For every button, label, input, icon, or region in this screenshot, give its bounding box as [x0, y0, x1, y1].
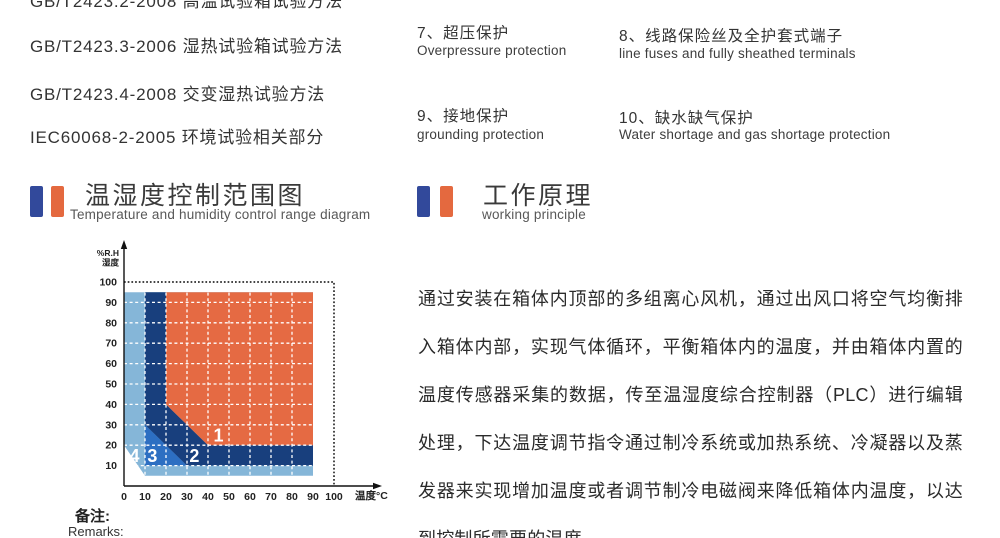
zone-number-label: 4: [129, 446, 139, 466]
chart-zone-3: [145, 424, 187, 466]
y-tick-label: 30: [105, 419, 117, 431]
zone-number-label: 3: [147, 446, 157, 466]
working-principle-line: 发器来实现增加温度或者调节制冷电磁阀来降低箱体内温度，以达: [418, 481, 963, 501]
section-header-range-diagram: 温湿度控制范围图 Temperature and humidity contro…: [28, 178, 428, 226]
x-tick-label: 50: [223, 491, 235, 503]
remarks-label-zh: 备注:: [75, 508, 110, 525]
y-tick-label: 50: [105, 379, 117, 391]
x-axis-label: 温度°C: [355, 489, 388, 502]
y-tick-label: 90: [105, 297, 117, 309]
zone-number-label: 2: [189, 446, 199, 466]
y-axis-label: 湿度: [102, 258, 120, 268]
x-tick-label: 20: [160, 491, 172, 503]
chart-gridlines: [124, 292, 313, 476]
x-tick-label: 0: [121, 491, 127, 503]
remarks-label-en: Remarks:: [68, 524, 124, 538]
section-title: 工作原理: [483, 182, 594, 210]
working-principle-line: 入箱体内部，实现气体循环，平衡箱体内的温度，并由箱体内置的: [418, 337, 963, 357]
protection-10-title: 10、缺水缺气保护: [619, 110, 754, 127]
y-tick-label: 80: [105, 317, 117, 329]
section-subtitle: Temperature and humidity control range d…: [70, 207, 371, 222]
blue-bar-icon: [30, 186, 43, 217]
x-tick-label: 80: [286, 491, 298, 503]
standard-item: IEC60068-2-2005 环境试验相关部分: [30, 128, 325, 147]
x-tick-label: 100: [325, 491, 343, 503]
working-principle-line: 到控制所需要的温度。: [418, 525, 963, 538]
section-header-working-principle: 工作原理 working principle: [415, 178, 815, 226]
y-tick-label: 100: [99, 277, 117, 289]
protection-8-subtitle: line fuses and fully sheathed terminals: [619, 46, 856, 61]
chart-axes: [123, 248, 375, 487]
y-tick-label: 40: [105, 399, 117, 411]
y-tick-label: 70: [105, 338, 117, 350]
standard-item: GB/T2423.4-2008 交变湿热试验方法: [30, 85, 326, 104]
section-subtitle: working principle: [482, 207, 586, 222]
y-tick-label: 60: [105, 358, 117, 370]
protection-10-subtitle: Water shortage and gas shortage protecti…: [619, 127, 891, 142]
protection-7-subtitle: Overpressure protection: [417, 43, 567, 58]
working-principle-line: 温度传感器采集的数据，传至温湿度综合控制器（PLC）进行编辑: [418, 385, 963, 405]
standard-item: GB/T2423.3-2006 湿热试验箱试验方法: [30, 37, 343, 56]
x-tick-label: 70: [265, 491, 277, 503]
protection-9-title: 9、接地保护: [417, 108, 510, 125]
x-tick-label: 30: [181, 491, 193, 503]
zone-number-label: 1: [213, 426, 223, 446]
working-principle-line: 处理，下达温度调节指令通过制冷系统或加热系统、冷凝器以及蒸: [418, 433, 963, 453]
protection-7-title: 7、超压保护: [417, 25, 510, 42]
standard-item: GB/T2423.2-2008 高温试验箱试验方法: [30, 0, 343, 11]
x-tick-label: 60: [244, 491, 256, 503]
chart-zone-1: [166, 292, 313, 446]
x-tick-label: 40: [202, 491, 214, 503]
orange-bar-icon: [51, 186, 64, 217]
blue-bar-icon: [417, 186, 430, 217]
x-tick-label: 90: [307, 491, 319, 503]
x-tick-label: 10: [139, 491, 151, 503]
y-axis-label: %R.H: [97, 248, 119, 258]
working-principle-line: 通过安装在箱体内顶部的多组离心风机，通过出风口将空气均衡排: [418, 289, 963, 309]
y-tick-label: 10: [105, 460, 117, 472]
chart-zone-2: [145, 292, 313, 466]
y-tick-label: 20: [105, 440, 117, 452]
protection-9-subtitle: grounding protection: [417, 127, 545, 142]
humidity-temperature-range-chart: 0 10 20 30 40 50 60 70 80 90 100 10 20 30 40 50 60 70 80 90…: [97, 240, 388, 503]
protection-8-title: 8、线路保险丝及全护套式端子: [619, 28, 844, 45]
orange-bar-icon: [440, 186, 453, 217]
section-title: 温湿度控制范围图: [85, 182, 306, 210]
